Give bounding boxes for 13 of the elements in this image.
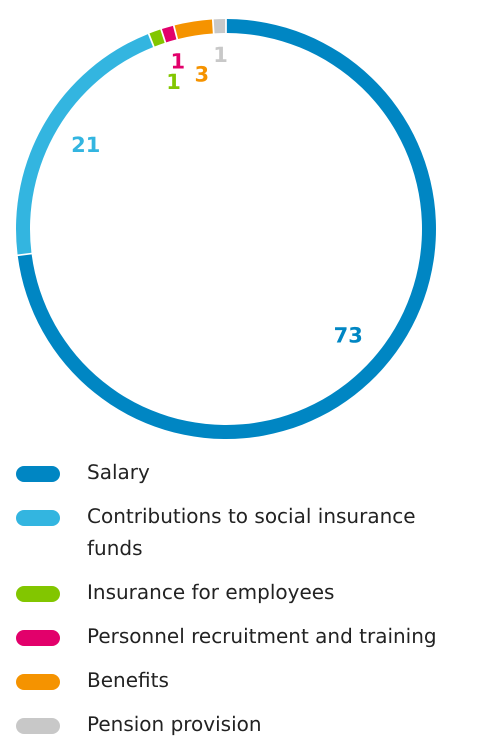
legend-label: Personnel recruitment and training bbox=[87, 624, 437, 648]
donut-slice bbox=[214, 19, 226, 34]
donut-slice bbox=[149, 30, 165, 46]
data-label: 21 bbox=[71, 132, 100, 157]
data-label: 3 bbox=[194, 62, 210, 87]
legend-label: Contributions to social insurance funds bbox=[87, 504, 416, 560]
donut-slice bbox=[174, 19, 213, 39]
legend-label: Salary bbox=[87, 460, 150, 484]
legend-label: Insurance for employees bbox=[87, 580, 334, 604]
donut-slice bbox=[162, 26, 176, 42]
data-label: 73 bbox=[334, 324, 363, 348]
legend-label: Benefits bbox=[87, 668, 169, 692]
legend-label: Pension provision bbox=[87, 712, 262, 736]
